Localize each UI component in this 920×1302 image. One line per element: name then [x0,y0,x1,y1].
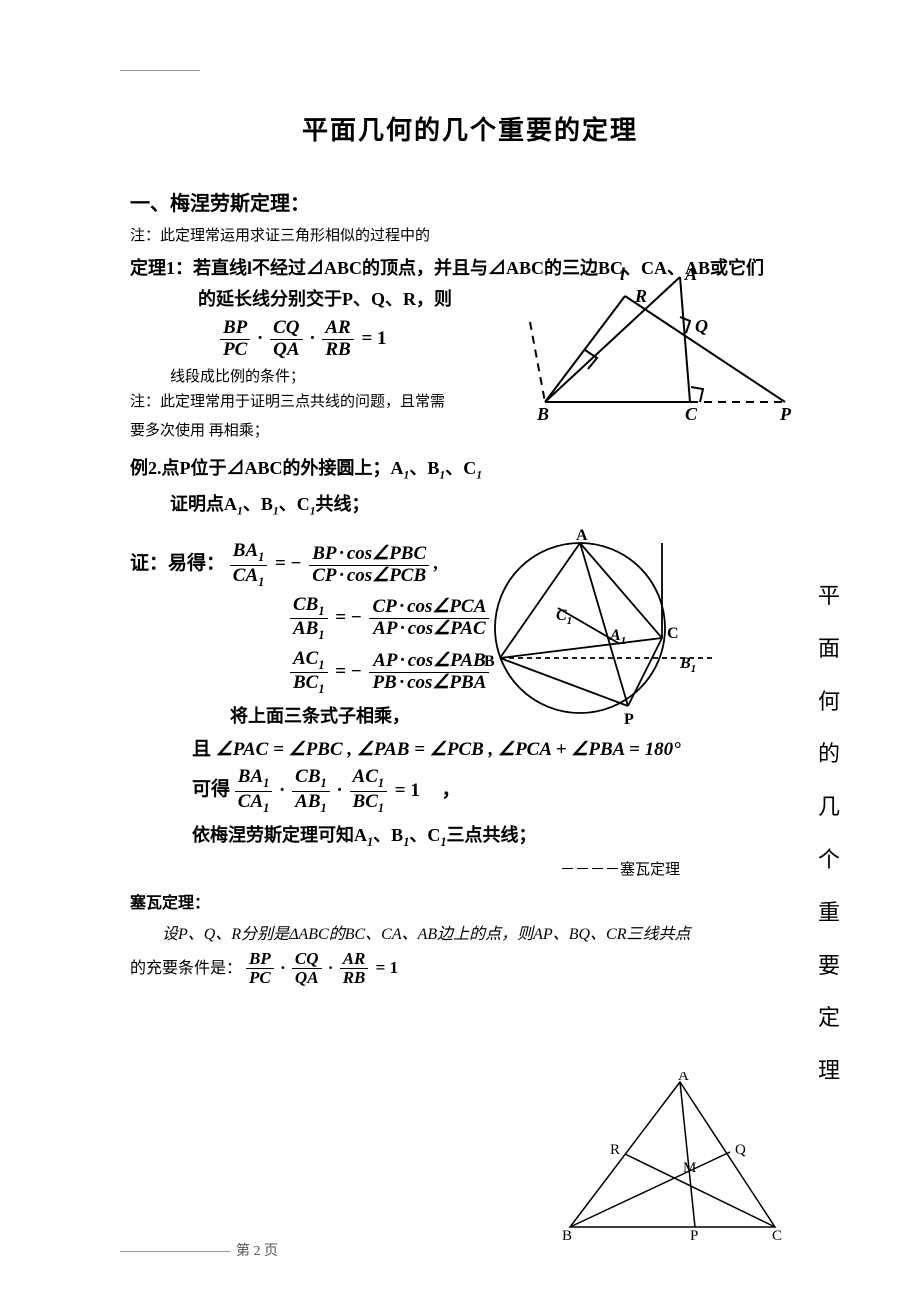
ceva-heading: 塞瓦定理： [130,889,810,913]
theorem-label: 定理1： [130,258,193,278]
f3-A: A [678,1072,689,1084]
page: 平面几何的几个重要的定理 一、梅涅劳斯定理： 注：此定理常运用求证三角形相似的过… [0,0,920,1302]
cf-eq: = 1 [373,958,401,977]
example2: 例2.点P位于⊿ABC的外接圆上；A1、B1、C1 证明点A1、B1、C1共线； [130,454,810,517]
f3-R: R [610,1142,620,1158]
f1-B: B [536,404,549,422]
angle-line: ∠PAC = ∠PBC , ∠PAB = ∠PCB , ∠PCA + ∠PBA … [216,739,681,760]
r3rd1: PB [372,672,396,693]
f1-Q: Q [695,316,708,336]
result-tail: ， [442,780,461,801]
header-rule [120,70,200,71]
conc-b: 、B [373,825,403,845]
cf3d: RB [340,969,369,988]
rb-n: CB [295,766,320,787]
ex-l1b: 、B [409,458,439,478]
f3-M: M [683,1160,696,1176]
cf2n: CQ [292,950,322,970]
conc-a: 依梅涅劳斯定理可知A [192,825,367,845]
section1-note: 注：此定理常运用求证三角形相似的过程中的 [130,224,810,245]
f1-R: R [634,286,647,306]
r3ln: AC [293,648,318,669]
r2ln: CB [293,594,318,615]
f2-B1: B [679,655,691,672]
conc-d: 三点共线； [447,825,537,845]
figure-3: A B C P Q R M [560,1072,790,1242]
f2-C1: C [556,607,567,624]
f1-C: C [685,404,698,422]
r1ln: BA [233,540,258,561]
f3-num: AR [322,318,353,340]
ex-l1a: 点P位于⊿ABC的外接圆上；A [162,458,404,478]
f3-Q: Q [735,1142,746,1158]
ex-l2c: 、C [279,494,310,514]
ra-d: CA [238,791,263,812]
r1ld: CA [233,565,258,586]
f2-A1: A [609,627,621,644]
proof-lead: 证：易得： [130,553,225,574]
f2-A: A [576,528,588,544]
f1-A: A [684,264,697,284]
ex-l2a: 证明点A [170,494,237,514]
f2-C: C [667,625,679,642]
note2b: 要多次使用 再相乘； [130,419,810,440]
footer-text: 第 2 页 [236,1244,278,1259]
ex-label: 例2. [130,458,162,478]
ra-n: BA [238,766,263,787]
result-eq: = 1 [392,780,423,801]
cf1d: PC [246,969,274,988]
ceva-a: 设P、Q、R分别是ΔABC的BC、CA、AB边上的点，则AP、BQ、CR三线共点 [162,926,690,943]
f2-num: CQ [270,318,302,340]
ceva-body: 设P、Q、R分别是ΔABC的BC、CA、AB边上的点，则AP、BQ、CR三线共点… [130,921,810,988]
cf2d: QA [292,969,322,988]
f1-l: l [620,264,625,284]
ceva-dash: －－－－塞瓦定理 [430,858,810,879]
side-title-text: 平面何的几个重要定理 [818,583,840,1083]
rc-n: AC [353,766,378,787]
cf1n: BP [246,950,274,970]
f1-num: BP [220,318,250,340]
f2-den: QA [270,340,302,361]
page-title: 平面几何的几个重要的定理 [130,110,810,147]
r1tail: , [434,553,439,574]
r2rn1: CP [372,596,396,617]
f3-P: P [690,1228,698,1242]
page-footer: 第 2 页 [120,1240,278,1260]
figure-1: l A R Q B C P [525,262,815,422]
ex-l2d: 共线； [316,494,370,514]
r1rn1: BP [312,543,336,564]
cf3n: AR [340,950,369,970]
conc-c: 、C [409,825,440,845]
f1-den: PC [220,340,250,361]
ex-l2b: 、B [243,494,273,514]
f3-C: C [772,1228,782,1242]
ceva-b: 的充要条件是： [130,960,242,977]
angle-pre: 且 [192,739,211,760]
rb-d: AB [295,791,320,812]
r2rd1: AP [373,618,397,639]
figure-2: A B C P C1 A1 B1 [470,528,730,728]
r2ld: AB [293,618,318,639]
r3rn1: AP [373,650,397,671]
r1rd2: cos∠PCB [347,565,426,586]
ex-l1c: 、C [445,458,476,478]
r3ld: BC [293,672,318,693]
side-title: 平面何的几个重要定理 [816,570,842,1098]
section1-heading: 一、梅涅劳斯定理： [130,187,810,216]
f3-den: RB [322,340,353,361]
r1rn2: cos∠PBC [347,543,426,564]
f3-B: B [562,1228,572,1242]
svg-text:C1: C1 [556,607,572,627]
rc-d: BC [353,791,378,812]
result-pre: 可得 [192,780,230,801]
f-eq: = 1 [358,328,389,349]
f1-P: P [779,404,792,422]
f2-P: P [624,711,634,728]
r1rd1: CP [312,565,336,586]
f2-B: B [484,653,495,670]
